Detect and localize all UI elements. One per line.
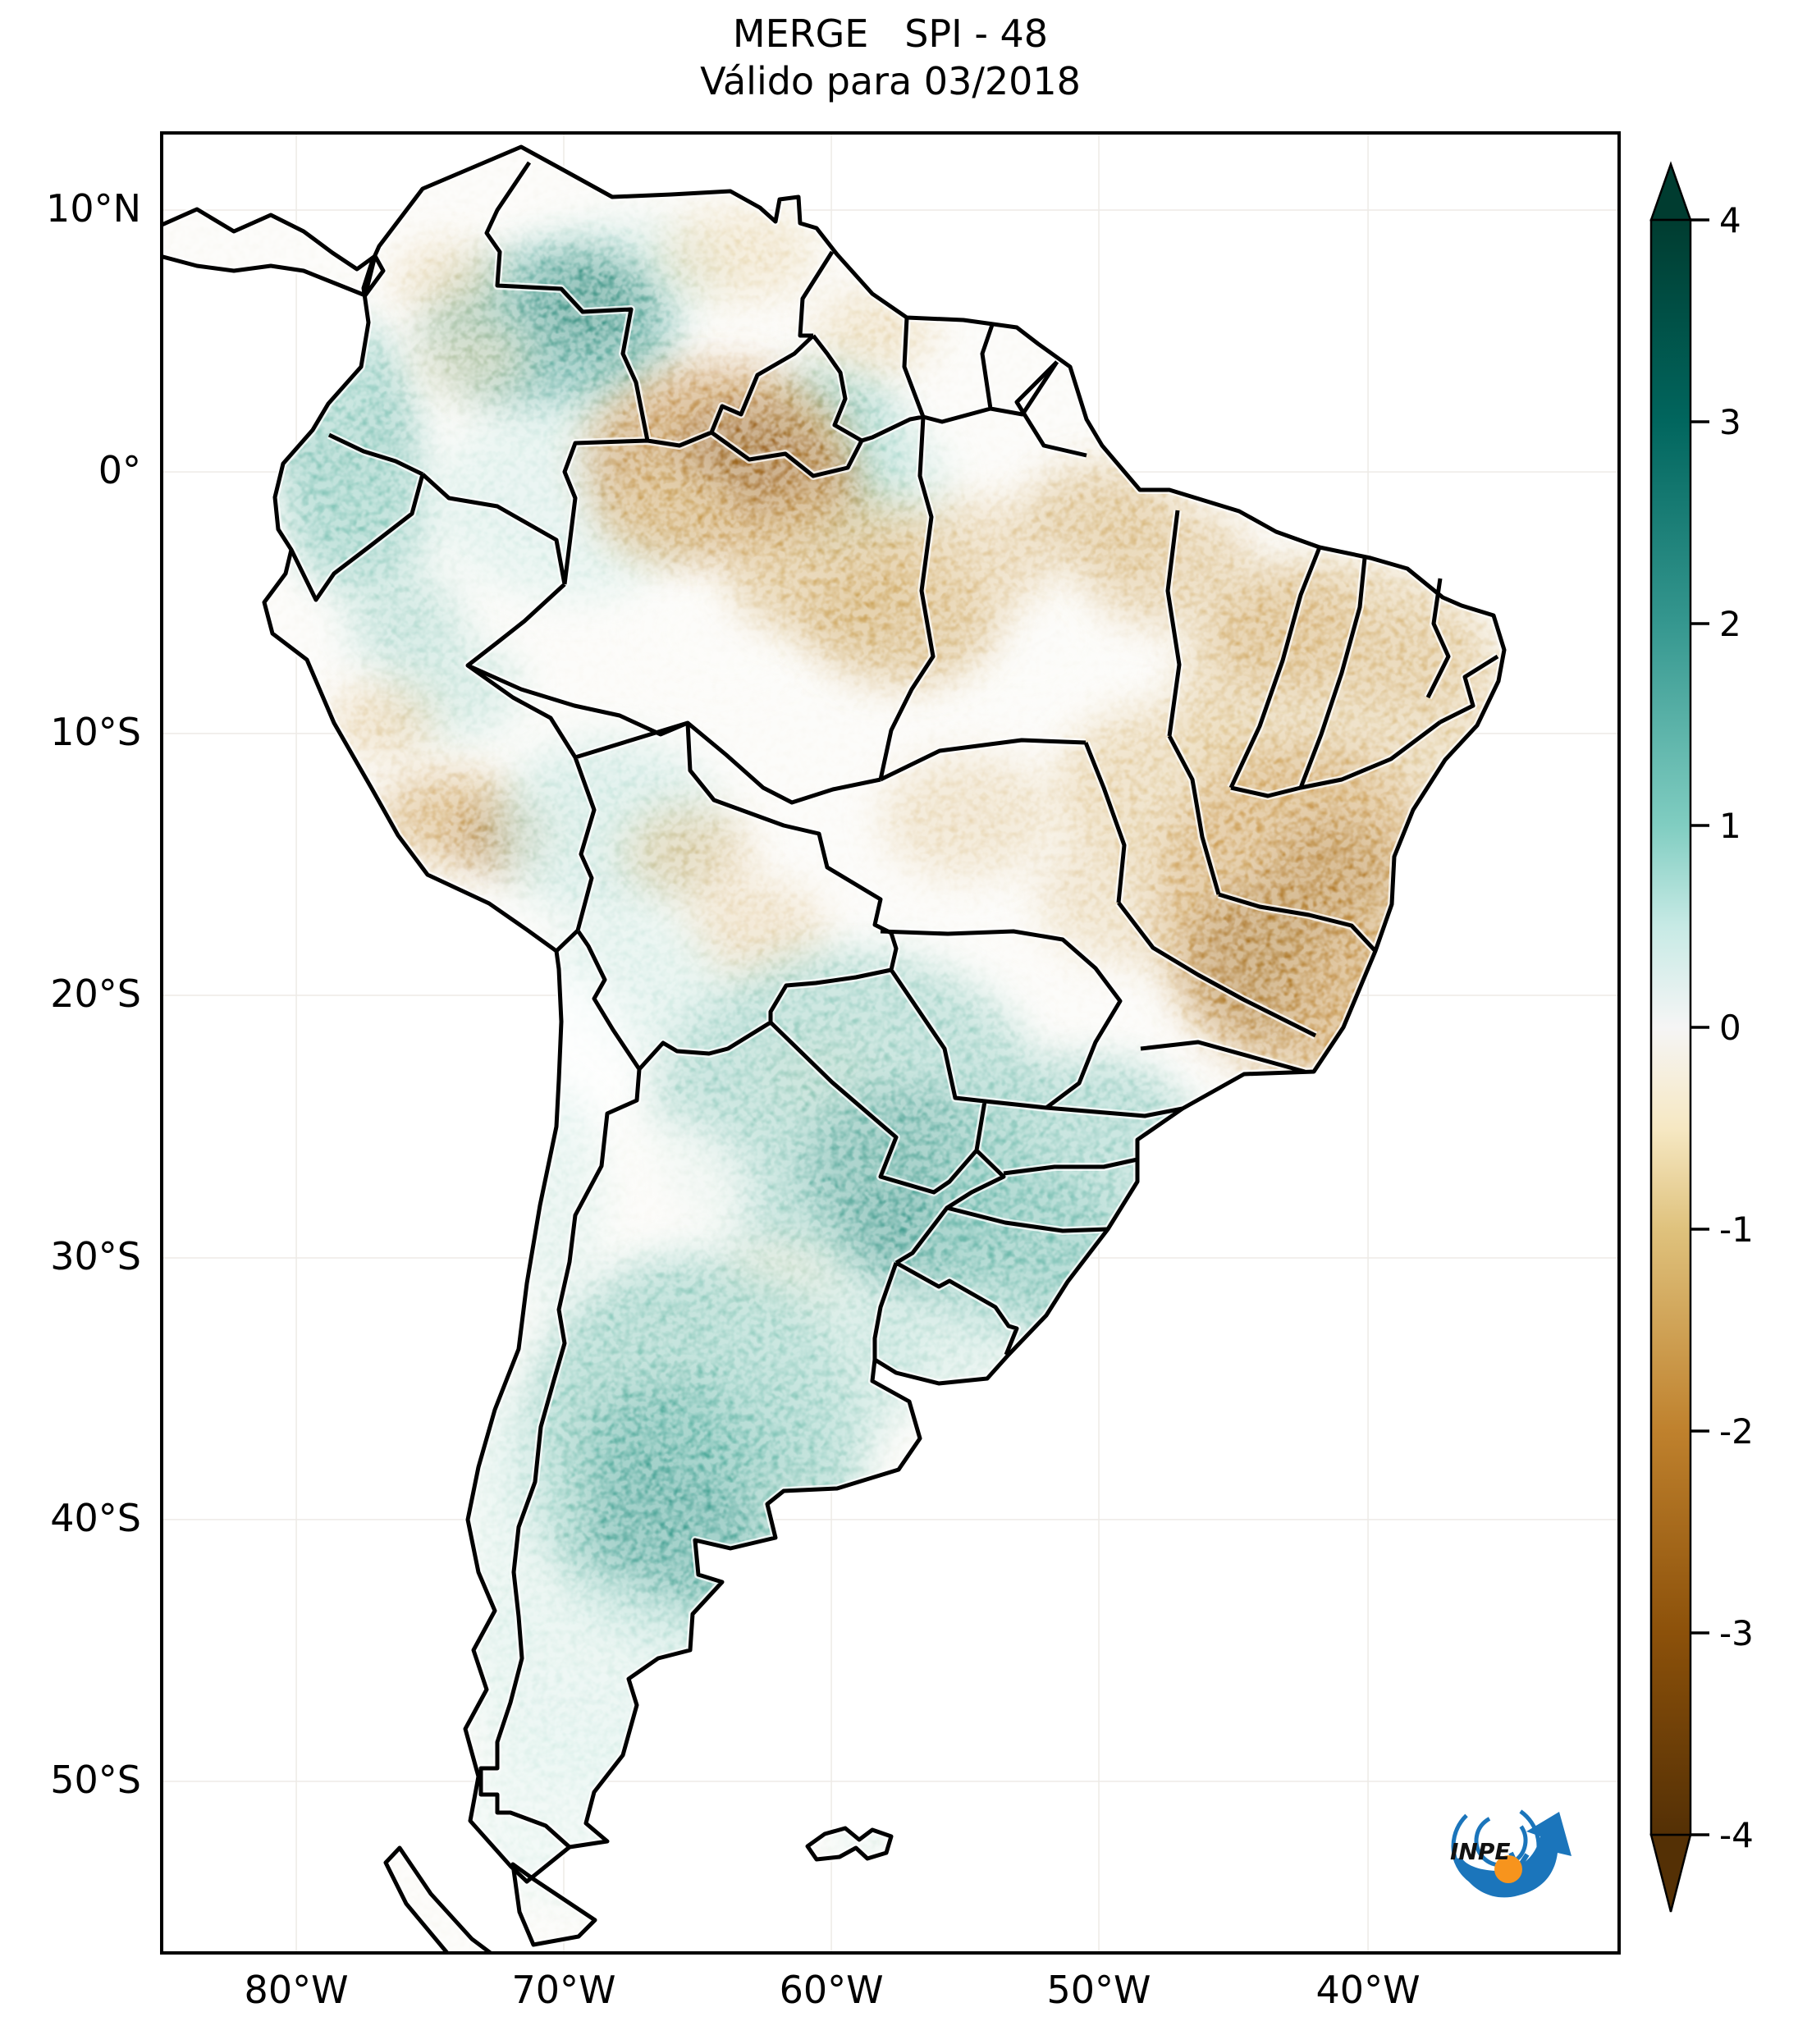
map-plot-area — [160, 131, 1621, 1955]
lat-tick-label: 10°S — [50, 709, 141, 754]
colorbar-tick-value: -1 — [1719, 1209, 1754, 1250]
colorbar-top-arrow — [1649, 161, 1692, 222]
colorbar-tick-value: -3 — [1719, 1613, 1754, 1653]
colorbar-gradient-bar — [1649, 218, 1692, 1836]
lat-tick-label: 50°S — [50, 1757, 141, 1802]
lon-tick-label: 50°W — [1046, 1968, 1151, 2012]
lon-tick-label: 60°W — [779, 1968, 884, 2012]
inpe-logo-text: INPE — [1450, 1838, 1511, 1865]
lat-tick-label: 20°S — [50, 971, 141, 1016]
lat-tick-label: 0° — [98, 447, 141, 492]
raster-speckle-texture — [160, 147, 1504, 1955]
colorbar-tick-labels: 4 3 2 1 0 -1 -2 -3 -4 — [1719, 200, 1754, 1855]
chart-subtitle: Válido para 03/2018 — [700, 59, 1081, 103]
south-america-map — [160, 131, 1621, 1955]
colorbar-tick-value: 3 — [1719, 402, 1741, 442]
inpe-logo-orange-dot — [1494, 1855, 1522, 1883]
lon-tick-label: 80°W — [244, 1968, 349, 2012]
colorbar-bottom-arrow — [1649, 1833, 1692, 1913]
colorbar-tick-value: 1 — [1719, 806, 1741, 846]
inpe-logo-swoosh-arrow — [1457, 1812, 1572, 1898]
colorbar-tick-value: -4 — [1719, 1815, 1754, 1855]
colorbar-tick-value: 2 — [1719, 604, 1741, 644]
colorbar: 4 3 2 1 0 -1 -2 -3 -4 — [1629, 148, 1798, 1945]
lat-tick-label: 10°N — [46, 185, 141, 231]
lat-tick-label: 30°S — [50, 1233, 141, 1278]
spi-raster-field — [160, 147, 1504, 1955]
colorbar-tick-value: 0 — [1719, 1008, 1741, 1048]
colorbar-tick-value: 4 — [1719, 200, 1741, 240]
colorbar-tick-value: -2 — [1719, 1411, 1754, 1452]
lat-tick-label: 40°S — [50, 1495, 141, 1540]
chart-title: MERGE SPI - 48 — [732, 11, 1049, 56]
lon-tick-label: 70°W — [511, 1968, 616, 2012]
map-frame — [160, 131, 1621, 1955]
inpe-logo: INPE — [1432, 1789, 1592, 1916]
colorbar-ticks — [1690, 218, 1709, 1836]
lon-tick-label: 40°W — [1315, 1968, 1421, 2012]
